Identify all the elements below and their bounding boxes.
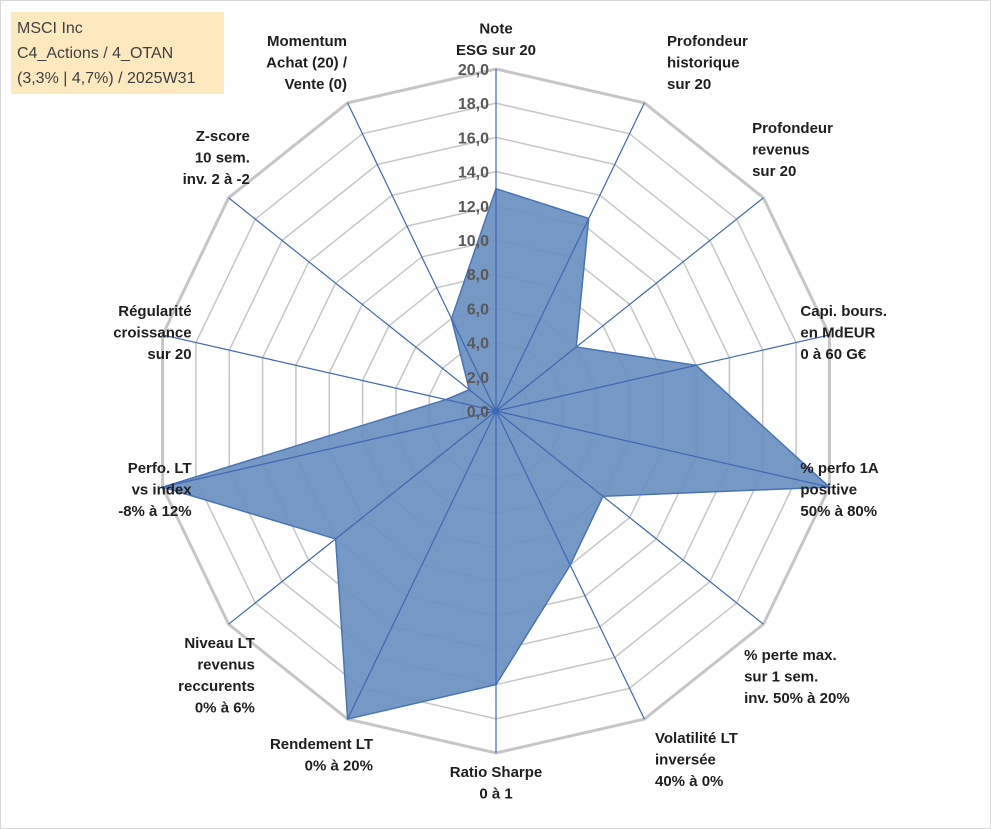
axis-label-7: Volatilité LT inversée 40% à 0% (655, 730, 738, 790)
tick-label: 10,0 (458, 233, 489, 250)
axis-label-9: Rendement LT 0% à 20% (270, 736, 373, 775)
axis-label-line: sur 20 (667, 76, 711, 93)
series-spoke-3 (495, 346, 577, 412)
title-line-category: C4_Actions / 4_OTAN (17, 45, 174, 62)
axis-label-line: Volatilité LT (655, 730, 738, 747)
tick-label: 4,0 (467, 336, 489, 353)
axis-label-2: Profondeur historique sur 20 (667, 33, 748, 93)
series-spoke-12 (445, 399, 497, 412)
axis-label-line: % perte max. (744, 647, 837, 664)
series-spoke-13 (468, 389, 497, 412)
axis-label-line: Vente (0) (284, 76, 347, 93)
axis-labels: Note ESG sur 20 Profondeur historique sur 20… (113, 21, 887, 803)
axis-label-line: 10 sem. (195, 149, 250, 166)
axis-label-line: 50% à 80% (800, 503, 877, 520)
axis-label-6: % perte max. sur 1 sem. inv. 50% à 20% (744, 647, 850, 707)
axis-label-line: sur 20 (147, 346, 191, 363)
axis-label-3: Profondeur revenus sur 20 (752, 120, 833, 180)
axis-spoke-12 (162, 334, 497, 412)
axis-label-line: Momentum (267, 33, 347, 50)
axis-label-line: Note (479, 21, 512, 38)
axis-label-line: 0 à 60 G€ (800, 346, 867, 363)
series-spoke-5 (495, 410, 830, 488)
axis-label-line: Profondeur (752, 120, 833, 137)
tick-label: 14,0 (458, 165, 489, 182)
series-spoke-2 (495, 218, 590, 412)
axis-label-line: % perfo 1A (800, 460, 879, 477)
axis-label-line: Achat (20) / (266, 54, 348, 71)
axis-label-13: Z-score 10 sem. inv. 2 à -2 (183, 128, 250, 188)
axis-label-line: Niveau LT (184, 635, 255, 652)
series-spoke-4 (495, 364, 697, 412)
axis-label-1: Note ESG sur 20 (456, 21, 536, 60)
series-spoke-10 (335, 410, 497, 540)
series-spoke-6 (495, 410, 604, 497)
axis-label-line: -8% à 12% (118, 503, 191, 520)
axis-label-line: Z-score (196, 128, 250, 145)
axis-label-line: inv. 2 à -2 (183, 171, 250, 188)
series-spoke-9 (347, 410, 497, 720)
axis-label-line: Régularité (118, 303, 191, 320)
axis-label-5: % perfo 1A positive 50% à 80% (800, 460, 879, 520)
axis-label-line: 0 à 1 (479, 786, 512, 803)
tick-label: 2,0 (467, 370, 489, 387)
title-line-period: (3,3% | 4,7%) / 2025W31 (17, 70, 196, 87)
axis-label-line: inv. 50% à 20% (744, 690, 850, 707)
axis-label-line: Rendement LT (270, 736, 373, 753)
axis-label-line: Perfo. LT (128, 460, 192, 477)
axis-label-line: en MdEUR (800, 325, 875, 342)
title-line-company: MSCI Inc (17, 20, 83, 37)
axis-label-line: inversée (655, 752, 716, 769)
tick-label: 16,0 (458, 130, 489, 147)
axis-label-line: Capi. bours. (800, 303, 887, 320)
axis-spoke-13 (228, 197, 497, 412)
axis-label-8: Ratio Sharpe 0 à 1 (450, 764, 543, 803)
axis-label-line: sur 1 sem. (744, 669, 818, 686)
axis-label-12: Régularité croissance sur 20 (113, 303, 191, 363)
axis-label-line: historique (667, 54, 740, 71)
axis-label-line: ESG sur 20 (456, 42, 536, 59)
radar-series (160, 187, 832, 721)
axis-label-line: revenus (752, 141, 810, 158)
axis-label-14: Momentum Achat (20) / Vente (0) (266, 33, 348, 93)
series-spoke-14 (450, 318, 497, 412)
tick-label: 8,0 (467, 267, 489, 284)
axis-label-line: sur 20 (752, 163, 796, 180)
tick-label: 18,0 (458, 96, 489, 113)
axis-label-10: Niveau LT revenus reccurents 0% à 6% (178, 635, 255, 717)
axis-label-line: revenus (197, 657, 255, 674)
tick-label: 12,0 (458, 199, 489, 216)
axis-label-line: Ratio Sharpe (450, 764, 543, 781)
axis-label-line: croissance (113, 325, 191, 342)
axis-label-line: vs index (132, 481, 193, 498)
tick-label: 6,0 (467, 301, 489, 318)
series-spoke-7 (495, 410, 571, 566)
radial-tick-labels: 0,0 2,0 4,0 6,0 8,0 10,0 12,0 14,0 16,0 18,0 20,0 (458, 62, 489, 421)
axis-label-line: 0% à 20% (305, 758, 373, 775)
series-spoke-11 (162, 410, 497, 488)
tick-label: 0,0 (467, 404, 489, 421)
axis-label-line: reccurents (178, 678, 255, 695)
axis-label-line: Profondeur (667, 33, 748, 50)
chart-title-box: MSCI Inc C4_Actions / 4_OTAN (3,3% | 4,7… (11, 12, 224, 94)
tick-label: 20,0 (458, 62, 489, 79)
axis-label-line: 40% à 0% (655, 773, 723, 790)
axis-label-line: 0% à 6% (195, 700, 255, 717)
axis-label-line: positive (800, 481, 857, 498)
axis-label-11: Perfo. LT vs index -8% à 12% (118, 460, 192, 520)
axis-label-4: Capi. bours. en MdEUR 0 à 60 G€ (800, 303, 887, 363)
